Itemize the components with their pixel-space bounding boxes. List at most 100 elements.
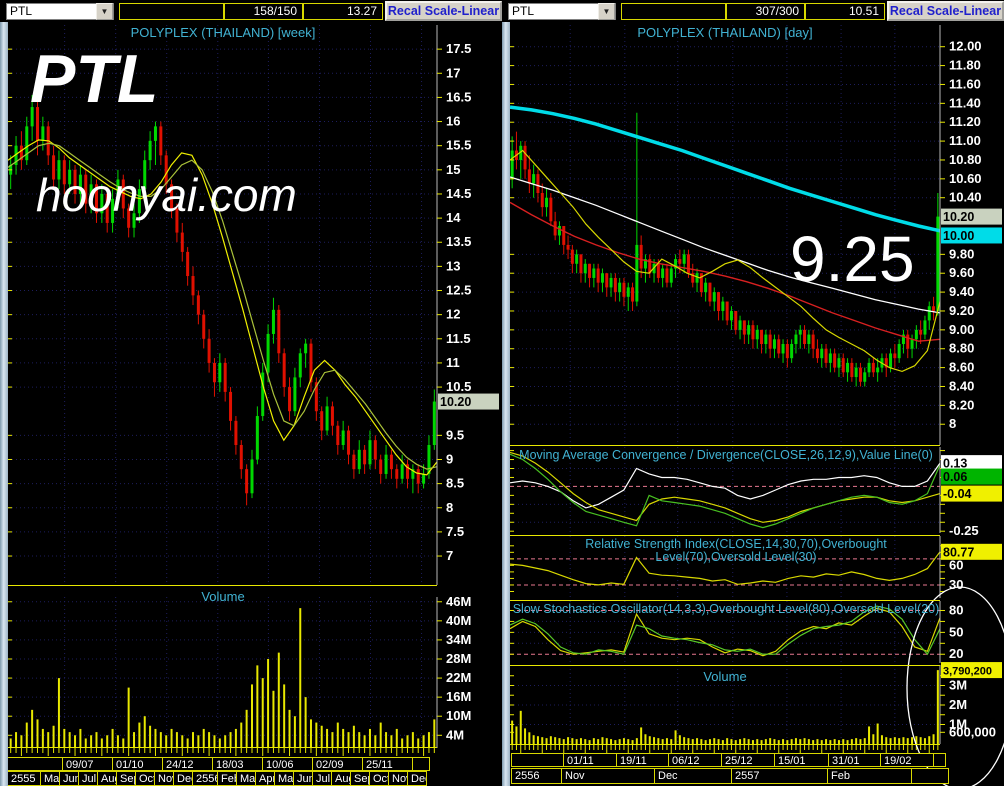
svg-text:17: 17 bbox=[446, 65, 460, 80]
rsi-title: Relative Strength Index(CLOSE,14,30,70),… bbox=[585, 537, 887, 564]
svg-text:12: 12 bbox=[446, 307, 460, 322]
svg-text:80.77: 80.77 bbox=[943, 545, 974, 559]
recal-scale-button[interactable]: Recal Scale-Linear bbox=[887, 1, 1004, 21]
svg-text:50: 50 bbox=[949, 624, 963, 639]
axis-date-cell: 02/09 bbox=[312, 757, 363, 771]
axis-date-cell: 19/11 bbox=[616, 753, 669, 767]
symbol-combobox[interactable]: PTL ▼ bbox=[508, 2, 616, 20]
svg-text:11.60: 11.60 bbox=[949, 76, 981, 91]
svg-text:7.5: 7.5 bbox=[446, 524, 464, 539]
axis-date-cell: 01/11 bbox=[563, 753, 617, 767]
axis-date-cell: 25/11 bbox=[362, 757, 413, 771]
axis-month-cell: 2555 bbox=[7, 771, 41, 786]
left-toolbar: PTL ▼ 158/150 13.27 Recal Scale-Linear bbox=[0, 0, 502, 22]
axis-month-cell: May bbox=[40, 771, 60, 786]
chevron-down-icon[interactable]: ▼ bbox=[598, 2, 615, 20]
left-chart-canvas[interactable]: 17.5 17 16.5 16 15.5 15 14.5 14 13.5 13 12.5 12 11.5… bbox=[0, 0, 502, 786]
svg-text:15: 15 bbox=[446, 162, 460, 177]
right-volume-title: Volume bbox=[703, 669, 747, 684]
axis-month-cell: Oct bbox=[369, 771, 389, 786]
bar-count-field[interactable]: 307/300 bbox=[726, 2, 805, 20]
svg-text:1M: 1M bbox=[949, 716, 967, 731]
axis-date-cell: 06/12 bbox=[668, 753, 722, 767]
price-annotation: 9.25 bbox=[790, 223, 915, 295]
svg-text:-0.25: -0.25 bbox=[949, 523, 979, 538]
svg-text:11.5: 11.5 bbox=[446, 331, 471, 346]
axis-month-cell: May bbox=[274, 771, 294, 786]
right-chart-title: POLYPLEX (THAILAND) [day] bbox=[637, 25, 813, 40]
svg-text:8.40: 8.40 bbox=[949, 378, 974, 393]
svg-text:8.5: 8.5 bbox=[446, 476, 464, 491]
axis-date-cell bbox=[933, 753, 946, 767]
left-date-axis: 09/07 01/10 24/12 18/03 10/06 02/09 25/11 bbox=[7, 757, 430, 771]
svg-text:10.5: 10.5 bbox=[446, 379, 471, 394]
toolbar-field[interactable] bbox=[621, 2, 726, 20]
svg-text:8.60: 8.60 bbox=[949, 360, 974, 375]
svg-text:14: 14 bbox=[446, 210, 461, 225]
axis-month-cell: Nov bbox=[388, 771, 408, 786]
svg-text:10.60: 10.60 bbox=[949, 171, 982, 186]
svg-text:22M: 22M bbox=[446, 670, 471, 685]
left-chart-title: POLYPLEX (THAILAND) [week] bbox=[130, 25, 316, 40]
svg-text:8: 8 bbox=[446, 500, 453, 515]
svg-text:46M: 46M bbox=[446, 594, 471, 609]
svg-text:11.80: 11.80 bbox=[949, 58, 981, 73]
right-chart-canvas[interactable]: 12.00 11.80 11.60 11.40 11.20 11.00 10.80 10.60… bbox=[502, 0, 1004, 786]
svg-text:12.00: 12.00 bbox=[949, 39, 982, 54]
svg-text:11.40: 11.40 bbox=[949, 95, 981, 110]
right-window-edge bbox=[502, 22, 510, 786]
svg-text:11: 11 bbox=[446, 355, 460, 370]
axis-month-cell: Sep bbox=[350, 771, 370, 786]
axis-month-cell: Sep bbox=[116, 771, 136, 786]
svg-text:9.20: 9.20 bbox=[949, 303, 974, 318]
svg-text:9: 9 bbox=[446, 451, 453, 466]
svg-text:0.13: 0.13 bbox=[943, 457, 967, 471]
axis-month-cell: 2556 bbox=[511, 768, 562, 784]
axis-month-cell: Dec bbox=[173, 771, 193, 786]
svg-text:10.80: 10.80 bbox=[949, 152, 982, 167]
svg-text:40M: 40M bbox=[446, 613, 471, 628]
axis-date-cell: 10/06 bbox=[262, 757, 313, 771]
toolbar-field[interactable] bbox=[119, 2, 224, 20]
svg-text:30: 30 bbox=[949, 577, 963, 592]
left-window-edge bbox=[0, 22, 8, 786]
svg-text:11.20: 11.20 bbox=[949, 114, 981, 129]
svg-text:9.80: 9.80 bbox=[949, 246, 974, 261]
left-month-axis: 2555MayJunJulAugSepOctNovDec2556FebMarAp… bbox=[7, 771, 427, 786]
bar-count-field[interactable]: 158/150 bbox=[224, 2, 303, 20]
value-field[interactable]: 10.51 bbox=[805, 2, 885, 20]
svg-text:16M: 16M bbox=[446, 689, 471, 704]
svg-text:20: 20 bbox=[949, 646, 963, 661]
axis-date-cell: 25/12 bbox=[721, 753, 775, 767]
recal-scale-button[interactable]: Recal Scale-Linear bbox=[385, 1, 502, 21]
watermark-site: hoonyai.com bbox=[36, 169, 297, 221]
svg-text:10.20: 10.20 bbox=[440, 395, 471, 409]
svg-text:60: 60 bbox=[949, 557, 963, 572]
svg-text:13.5: 13.5 bbox=[446, 234, 471, 249]
svg-text:16.5: 16.5 bbox=[446, 89, 471, 104]
axis-month-cell: Jun bbox=[59, 771, 79, 786]
left-volume-title: Volume bbox=[201, 589, 245, 604]
symbol-combobox[interactable]: PTL ▼ bbox=[6, 2, 114, 20]
axis-month-cell: Oct bbox=[135, 771, 155, 786]
svg-text:12.5: 12.5 bbox=[446, 283, 471, 298]
axis-month-cell: Mar bbox=[236, 771, 256, 786]
axis-month-cell: Aug bbox=[97, 771, 117, 786]
stoch-title: Slow Stochastics Oscillator(14,3,3),Over… bbox=[512, 602, 940, 616]
svg-text:0.06: 0.06 bbox=[943, 470, 967, 484]
axis-date-cell: 24/12 bbox=[162, 757, 213, 771]
axis-month-cell: Jul bbox=[78, 771, 98, 786]
macd-title: Moving Average Convergence / Divergence(… bbox=[519, 448, 933, 462]
svg-text:15.5: 15.5 bbox=[446, 138, 471, 153]
svg-text:14.5: 14.5 bbox=[446, 186, 471, 201]
value-field[interactable]: 13.27 bbox=[303, 2, 383, 20]
chevron-down-icon[interactable]: ▼ bbox=[96, 2, 113, 20]
svg-text:4M: 4M bbox=[446, 727, 464, 742]
svg-text:9.00: 9.00 bbox=[949, 322, 974, 337]
svg-text:13: 13 bbox=[446, 258, 460, 273]
svg-text:3M: 3M bbox=[949, 677, 967, 692]
svg-text:17.5: 17.5 bbox=[446, 41, 471, 56]
svg-text:8.80: 8.80 bbox=[949, 341, 974, 356]
axis-month-cell: Nov bbox=[154, 771, 174, 786]
